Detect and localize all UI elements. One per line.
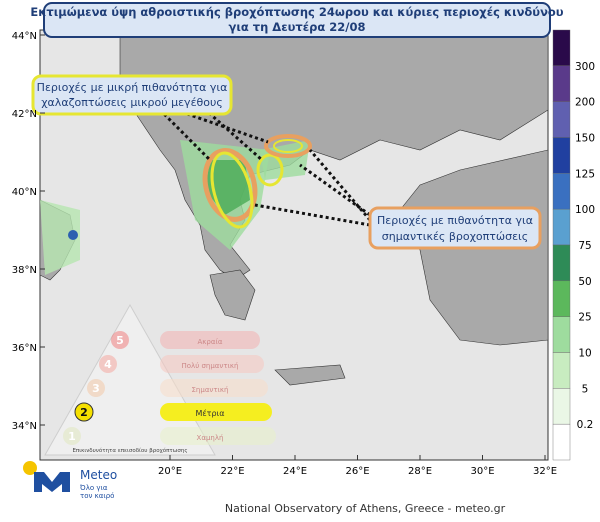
colorbar-label: 5 bbox=[582, 383, 589, 395]
level-bar bbox=[160, 427, 276, 445]
footer: National Observatory of Athens, Greece -… bbox=[225, 502, 506, 515]
logo-name: Meteo bbox=[80, 468, 117, 482]
colorbar-swatch bbox=[552, 280, 571, 317]
colorbar-swatch bbox=[552, 101, 571, 138]
level-bar bbox=[160, 355, 264, 373]
colorbar-swatch bbox=[552, 244, 571, 282]
level-circle bbox=[74, 402, 94, 422]
level-number: 4 bbox=[104, 358, 112, 371]
lon-label: 30°E bbox=[470, 466, 494, 477]
colorbar-label: 10 bbox=[578, 348, 591, 360]
colorbar-label: 25 bbox=[578, 312, 591, 324]
colorbar-label: 125 bbox=[575, 168, 595, 180]
risk-areas bbox=[202, 134, 312, 229]
colorbar-swatch bbox=[552, 316, 571, 353]
level-number: 1 bbox=[68, 430, 76, 443]
lat-label: 38°N bbox=[12, 265, 37, 276]
colorbar-label: 150 bbox=[575, 133, 595, 145]
colorbar-swatch bbox=[552, 65, 571, 102]
lat-label: 44°N bbox=[12, 31, 37, 42]
lon-label: 26°E bbox=[345, 466, 369, 477]
level-label: Ακραία bbox=[198, 338, 223, 346]
colorbar-label: 100 bbox=[575, 204, 595, 216]
colorbar-swatch bbox=[552, 29, 571, 67]
logo-tagline: Όλο για bbox=[79, 484, 108, 492]
colorbar-swatch bbox=[552, 137, 571, 174]
colorbar-label: 300 bbox=[575, 61, 595, 73]
callout-box bbox=[31, 74, 233, 116]
callout-text: σημαντικές βροχοπτώσεις bbox=[382, 230, 528, 243]
colorbar-swatch bbox=[552, 352, 571, 389]
level-bar bbox=[160, 379, 268, 397]
colorbar-label: 75 bbox=[578, 240, 591, 252]
lon-label: 32°E bbox=[533, 466, 557, 477]
callout-text: Περιοχές με πιθανότητα για bbox=[377, 214, 533, 227]
lat-label: 36°N bbox=[12, 343, 37, 354]
callout-text: Περιοχές με μικρή πιθανότητα για bbox=[37, 81, 228, 94]
colorbar-label: 0.2 bbox=[577, 419, 594, 431]
level-number: 3 bbox=[92, 382, 100, 395]
level-circle bbox=[111, 331, 129, 349]
colorbar-label: 50 bbox=[578, 276, 591, 288]
lat-label: 34°N bbox=[12, 421, 37, 432]
colorbar-swatch bbox=[552, 388, 571, 425]
level-circle bbox=[87, 379, 105, 397]
callout-box bbox=[368, 206, 542, 250]
title-line: για τη Δευτέρα 22/08 bbox=[229, 20, 366, 34]
level-label: Μέτρια bbox=[195, 408, 224, 418]
level-number: 5 bbox=[116, 334, 124, 347]
level-label: Σημαντική bbox=[192, 386, 229, 394]
title-line: Εκτιμώμενα ύψη αθροιστικής βροχόπτωσης 2… bbox=[30, 5, 563, 19]
colorbar-swatch bbox=[552, 208, 571, 246]
lat-label: 42°N bbox=[12, 109, 37, 120]
callout-text: χαλαζοπτώσεις μικρού μεγέθους bbox=[41, 96, 223, 109]
level-bar bbox=[160, 403, 272, 421]
colorbar-label: 200 bbox=[575, 97, 595, 109]
lon-label: 24°E bbox=[283, 466, 307, 477]
lon-label: 20°E bbox=[158, 466, 182, 477]
level-circle bbox=[99, 355, 117, 373]
level-label: Χαμηλή bbox=[197, 434, 224, 442]
level-number: 2 bbox=[80, 406, 88, 419]
lon-label: 22°E bbox=[220, 466, 244, 477]
lon-label: 28°E bbox=[408, 466, 432, 477]
level-label: Πολύ σημαντική bbox=[182, 362, 239, 370]
level-bar bbox=[160, 331, 260, 349]
logo bbox=[23, 461, 70, 492]
title-box bbox=[43, 2, 551, 38]
logo-tagline: τον καιρό bbox=[80, 492, 114, 500]
colorbar-swatch bbox=[552, 173, 571, 210]
level-circle bbox=[63, 427, 81, 445]
lat-label: 40°N bbox=[12, 187, 37, 198]
colorbar-swatch bbox=[552, 423, 571, 461]
warning-caption: Επικινδυνότητα επεισοδίου βροχόπτωσης bbox=[72, 447, 187, 454]
